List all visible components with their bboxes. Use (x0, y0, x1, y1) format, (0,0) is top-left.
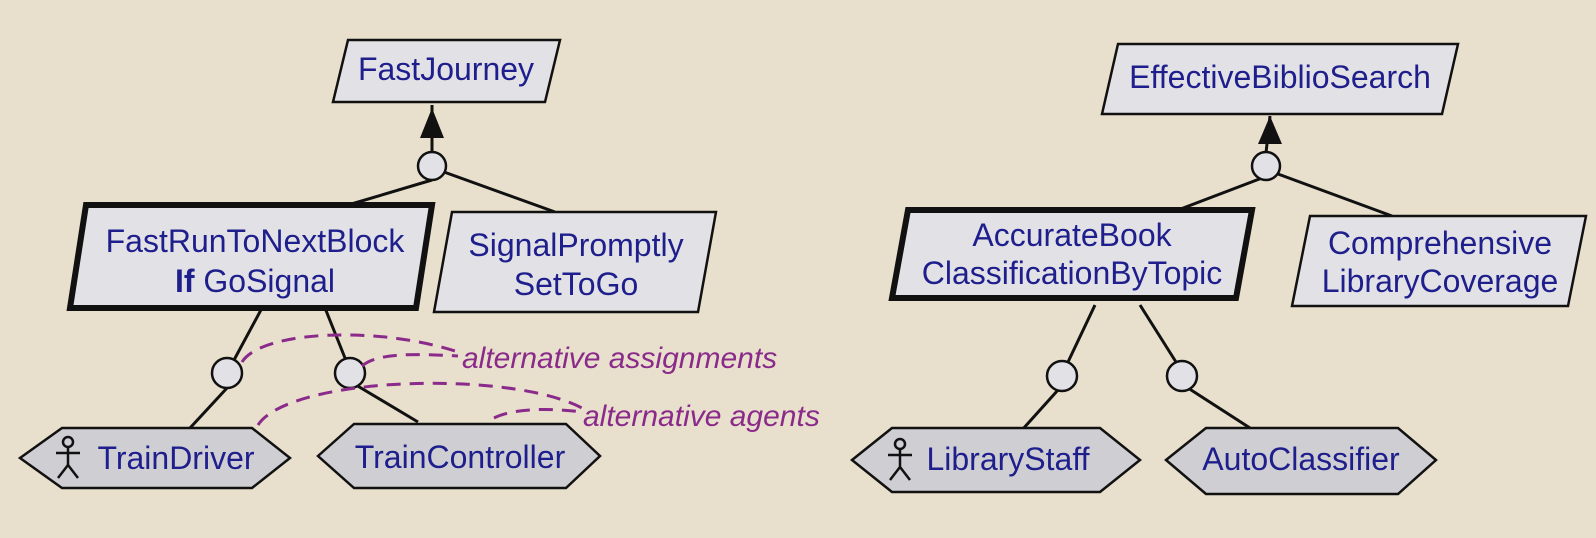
goal-shape (432, 210, 718, 314)
agent-label: TrainController (355, 439, 566, 475)
person-icon (56, 435, 80, 479)
refinement-link (347, 178, 433, 207)
goal-label-line2: ClassificationByTopic (922, 255, 1223, 291)
agent-shape (1164, 426, 1438, 496)
annotation-dashed-arrow (256, 381, 583, 426)
agent-shape (316, 422, 602, 490)
goal-fastjourney[interactable]: FastJourney (331, 38, 562, 104)
goal-label-line2: If GoSignal (175, 263, 335, 299)
assignment-node (1045, 359, 1079, 393)
goal-shape (331, 38, 562, 104)
goal-shape (1100, 42, 1460, 116)
goal-shape (66, 202, 436, 311)
agent-label: TrainDriver (97, 440, 254, 476)
refinement-node (1250, 150, 1282, 182)
annotation-dashed-arrow (361, 353, 459, 368)
goal-label-line2: LibraryCoverage (1322, 263, 1559, 299)
annotation-dashed-arrow (493, 408, 583, 420)
assignment-link (1138, 304, 1178, 363)
refinement-node (416, 150, 448, 182)
assignment-link (1020, 388, 1060, 432)
agent-traindriver[interactable]: TrainDriver (17, 426, 293, 490)
goal-signalpromptlysettogo[interactable]: SignalPromptly SetToGo (432, 210, 718, 314)
refinement-arrowhead (420, 108, 444, 138)
refinement-arrowhead (1258, 116, 1282, 144)
goal-label-line1: FastRunToNextBlock (106, 223, 406, 259)
goal-shape (1290, 214, 1588, 308)
goal-label-line1: SignalPromptly (468, 227, 683, 263)
agent-shape (849, 426, 1143, 494)
assignment-link (355, 383, 419, 424)
annotation-alternative-agents: alternative agents (583, 400, 820, 433)
agent-autoclassifier[interactable]: AutoClassifier (1164, 426, 1438, 496)
person-icon (888, 437, 912, 481)
agent-shape (17, 426, 293, 490)
goal-label-line2: SetToGo (514, 266, 639, 302)
refinement-link (1277, 172, 1393, 218)
goal-shape (888, 207, 1256, 301)
goal-label: EffectiveBiblioSearch (1129, 59, 1431, 95)
goal-fastruntonextblock[interactable]: FastRunToNextBlock If GoSignal (66, 202, 436, 311)
agent-traincontroller[interactable]: TrainController (316, 422, 602, 490)
goal-accuratebookclassificationbytopic[interactable]: AccurateBook ClassificationByTopic (888, 207, 1256, 301)
left-diagram: FastJourney FastRunToNextBlock If GoSign… (17, 38, 820, 490)
refinement-link (1177, 176, 1263, 212)
assignment-link (323, 307, 347, 359)
goal-comprehensivelibrarycoverage[interactable]: Comprehensive LibraryCoverage (1290, 214, 1588, 308)
goal-label-line1: Comprehensive (1328, 225, 1552, 261)
refinement-link (443, 170, 556, 214)
right-diagram: EffectiveBiblioSearch AccurateBook Class… (849, 42, 1588, 496)
assignment-node (1165, 359, 1199, 393)
assignment-link (232, 307, 264, 361)
goal-effectivebibliosearch[interactable]: EffectiveBiblioSearch (1100, 42, 1460, 116)
goal-label: FastJourney (358, 51, 534, 87)
assignment-node (333, 356, 367, 390)
agent-label: LibraryStaff (926, 441, 1089, 477)
agent-librarystaff[interactable]: LibraryStaff (849, 426, 1143, 494)
annotation-dashed-arrow (240, 333, 459, 363)
goal-keyword: If (175, 263, 195, 299)
assignment-node (210, 356, 244, 390)
assignment-link (188, 386, 229, 430)
assignment-link (1187, 386, 1251, 430)
goal-condition: GoSignal (203, 263, 335, 299)
agent-label: AutoClassifier (1202, 441, 1400, 477)
assignment-link (1066, 304, 1097, 363)
goal-label-line1: AccurateBook (972, 217, 1172, 253)
annotation-alternative-assignments: alternative assignments (462, 342, 777, 375)
